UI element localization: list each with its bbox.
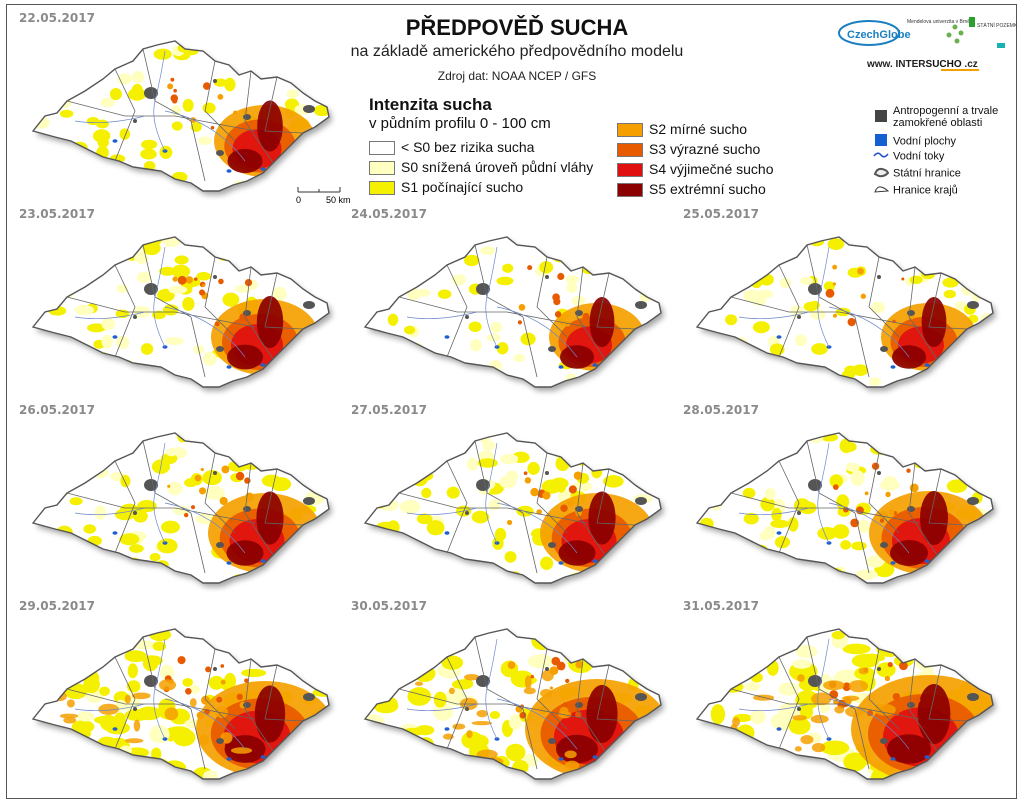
legend-label: S0 snížená úroveň půdní vláhy <box>401 159 594 175</box>
state-border <box>31 432 330 584</box>
drought-map <box>695 432 994 584</box>
forecast-panel: 24.05.2017 <box>347 207 677 397</box>
panel-date: 27.05.2017 <box>351 403 427 417</box>
state-border <box>363 432 662 584</box>
forecast-panel: 23.05.2017 <box>15 207 345 397</box>
map-sheet: PŘEDPOVĚĎ SUCHA na základě amerického př… <box>6 4 1024 799</box>
drought-map <box>31 628 330 780</box>
drought-map <box>31 40 330 192</box>
drought-map <box>363 628 662 780</box>
panel-date: 29.05.2017 <box>19 599 95 613</box>
state-border <box>695 432 994 584</box>
legend-swatch <box>369 181 395 196</box>
page-title: PŘEDPOVĚĎ SUCHA <box>405 15 629 40</box>
legend-class-1: S0 snížená úroveň půdní vláhy <box>369 159 594 176</box>
drought-map <box>31 432 330 584</box>
forecast-panel: 30.05.2017 <box>347 599 677 789</box>
state-border <box>31 628 330 780</box>
intersucho-url: www. INTERSUCHO .cz <box>866 59 978 70</box>
state-border <box>363 628 662 780</box>
panel-date: 23.05.2017 <box>19 207 95 221</box>
logo-strip: CzechGlobe Mendelova univerzita v Brně S… <box>837 13 1024 75</box>
forecast-panel: 29.05.2017 <box>15 599 345 789</box>
drought-map <box>695 236 994 388</box>
forecast-panel: 28.05.2017 <box>679 403 1009 593</box>
dark-square-icon <box>875 109 887 122</box>
legend-region-border: Hranice krajů <box>873 183 958 198</box>
scale-bar: 0 50 km <box>294 183 354 205</box>
legend-label: S4 výjimečné sucho <box>649 161 774 177</box>
legend-class-6: S5 extrémní sucho <box>617 181 766 198</box>
mendel-logo: Mendelova univerzita v Brně <box>907 19 970 25</box>
data-source: Zdroj dat: NOAA NCEP / GFS <box>437 69 597 83</box>
legend-class-5: S4 výjimečné sucho <box>617 161 774 178</box>
panel-date: 30.05.2017 <box>351 599 427 613</box>
forecast-panel: 26.05.2017 <box>15 403 345 593</box>
drought-map <box>695 628 994 780</box>
legend-state-border: Státní hranice <box>873 166 961 181</box>
state-border <box>363 236 662 388</box>
panel-date: 31.05.2017 <box>683 599 759 613</box>
legend-swatch <box>617 183 643 198</box>
forecast-panel: 22.05.2017 <box>15 11 345 201</box>
legend-water-bodies: Vodní plochy <box>873 133 956 150</box>
title-block: PŘEDPOVĚĎ SUCHA na základě amerického př… <box>327 15 707 83</box>
legend-swatch <box>617 123 643 138</box>
drought-map <box>363 432 662 584</box>
legend-subtitle: v půdním profilu 0 - 100 cm <box>369 115 551 132</box>
legend-anthropogenic: Antropogenní a trvale zamokřené oblasti <box>873 105 1011 129</box>
forecast-panel: 25.05.2017 <box>679 207 1009 397</box>
state-border <box>31 40 330 192</box>
legend-label: S2 mírné sucho <box>649 121 748 137</box>
state-border-icon <box>873 167 890 178</box>
legend-label: S1 počínající sucho <box>401 179 524 195</box>
state-border <box>695 236 994 388</box>
symbol-legend: Antropogenní a trvale zamokřené oblasti … <box>873 105 1023 205</box>
legend-swatch <box>369 141 395 156</box>
panel-date: 24.05.2017 <box>351 207 427 221</box>
scale-zero: 0 <box>296 195 301 205</box>
page-subtitle: na základě amerického předpovědního mode… <box>350 43 684 60</box>
drought-map <box>31 236 330 388</box>
legend-title: Intenzita sucha <box>369 95 492 114</box>
legend-class-3: S2 mírné sucho <box>617 121 748 138</box>
drought-legend: Intenzita sucha v půdním profilu 0 - 100… <box>363 93 793 201</box>
scale-fifty: 50 km <box>326 195 351 205</box>
czechglobe-logo: CzechGlobe <box>847 29 911 41</box>
legend-class-0: < S0 bez rizika sucha <box>369 139 535 156</box>
forecast-panel: 31.05.2017 <box>679 599 1009 789</box>
legend-swatch <box>369 161 395 176</box>
state-border <box>31 236 330 388</box>
legend-label: < S0 bez rizika sucha <box>401 139 535 155</box>
state-border <box>695 628 994 780</box>
partner-logos: CzechGlobe Mendelova univerzita v Brně S… <box>838 17 1024 71</box>
blue-square-icon <box>875 134 887 146</box>
forecast-panel: 27.05.2017 <box>347 403 677 593</box>
legend-class-4: S3 výrazné sucho <box>617 141 761 158</box>
river-line-icon <box>873 152 889 158</box>
legend-swatch <box>617 143 643 158</box>
legend-label: S5 extrémní sucho <box>649 181 766 197</box>
legend-rivers: Vodní toky <box>873 150 944 163</box>
panel-date: 28.05.2017 <box>683 403 759 417</box>
panel-date: 26.05.2017 <box>19 403 95 417</box>
panel-date: 25.05.2017 <box>683 207 759 221</box>
panel-date: 22.05.2017 <box>19 11 95 25</box>
spu-logo: STÁTNÍ POZEMKOVÝ ÚŘAD <box>977 21 1017 29</box>
legend-swatch <box>617 163 643 178</box>
legend-label: S3 výrazné sucho <box>649 141 761 157</box>
legend-class-2: S1 počínající sucho <box>369 179 524 196</box>
region-border-icon <box>874 186 890 193</box>
drought-map <box>363 236 662 388</box>
